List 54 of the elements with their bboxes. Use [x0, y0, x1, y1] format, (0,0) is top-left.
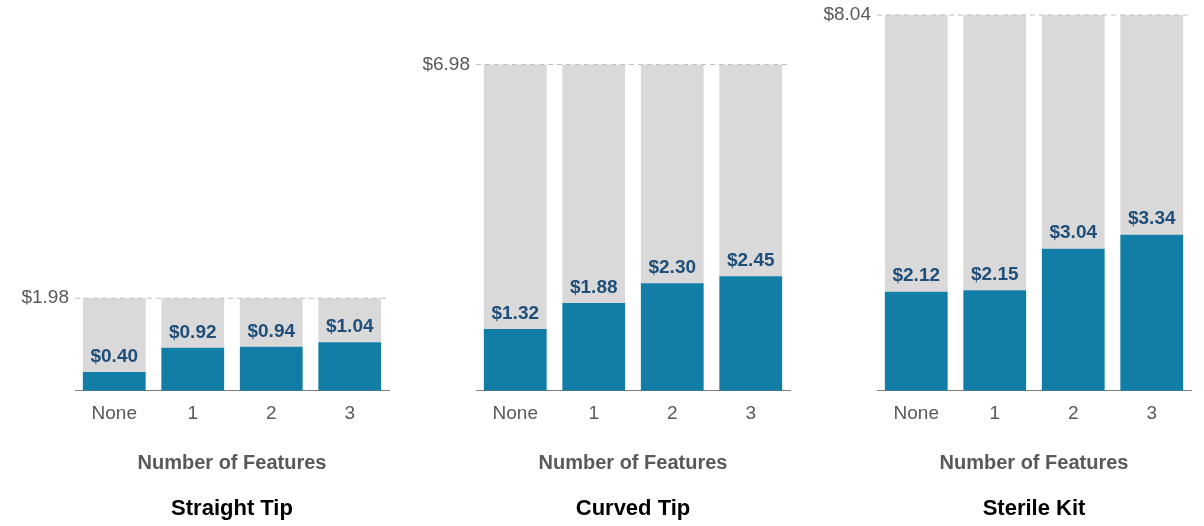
text: Straight Tip — [171, 494, 293, 520]
data-label: $0.92 — [168, 320, 217, 342]
data-label: $2.45 — [726, 249, 775, 271]
bar — [82, 372, 146, 391]
bar — [318, 342, 382, 391]
bar — [1120, 15, 1184, 235]
bar — [1120, 234, 1184, 391]
bar — [884, 291, 948, 391]
x-tick-label: 3 — [1146, 402, 1158, 424]
bar — [1041, 248, 1105, 391]
data-label: $0.94 — [247, 319, 296, 341]
bar — [640, 64, 704, 284]
data-label: $0.40 — [90, 344, 139, 366]
bar — [963, 290, 1027, 391]
bar — [1041, 15, 1105, 249]
data-label: $3.34 — [1127, 207, 1176, 229]
bar — [884, 15, 948, 292]
bar — [161, 347, 225, 391]
data-label: $1.04 — [325, 314, 374, 336]
bar — [483, 329, 547, 391]
data-label: $2.12 — [892, 264, 941, 286]
x-axis-title: Number of Features — [137, 451, 327, 474]
ref-line-label: $6.98 — [422, 52, 470, 74]
x-tick-label: 3 — [745, 402, 757, 424]
data-label: $2.15 — [970, 263, 1019, 285]
bar — [82, 298, 146, 373]
x-tick-label: 2 — [666, 402, 678, 424]
x-tick-label: None — [91, 402, 137, 424]
data-label: $3.04 — [1049, 221, 1098, 243]
x-axis-title: Number of Features — [538, 451, 728, 474]
x-tick-label: None — [893, 402, 939, 424]
bar — [483, 64, 547, 330]
x-tick-label: 1 — [187, 402, 199, 424]
x-tick-label: 1 — [588, 402, 600, 424]
ref-line-label: $8.04 — [823, 3, 872, 25]
x-tick-label: 1 — [989, 402, 1001, 424]
x-tick-label: 2 — [1067, 402, 1079, 424]
x-axis-title: Number of Features — [939, 451, 1129, 474]
bar — [640, 283, 704, 391]
data-label: $1.88 — [569, 275, 618, 297]
bar — [239, 346, 303, 391]
bar — [719, 64, 783, 277]
ref-line-label: $1.98 — [21, 286, 69, 308]
x-tick-label: None — [492, 402, 538, 424]
bar — [963, 15, 1027, 291]
data-label: $2.30 — [648, 256, 697, 278]
bar — [562, 302, 626, 391]
text: Sterile Kit — [982, 494, 1087, 520]
text: Curved Tip — [575, 494, 691, 520]
bar — [562, 64, 626, 303]
bar — [719, 276, 783, 391]
data-label: $1.32 — [491, 301, 540, 323]
x-tick-label: 3 — [344, 402, 356, 424]
x-tick-label: 2 — [265, 402, 277, 424]
